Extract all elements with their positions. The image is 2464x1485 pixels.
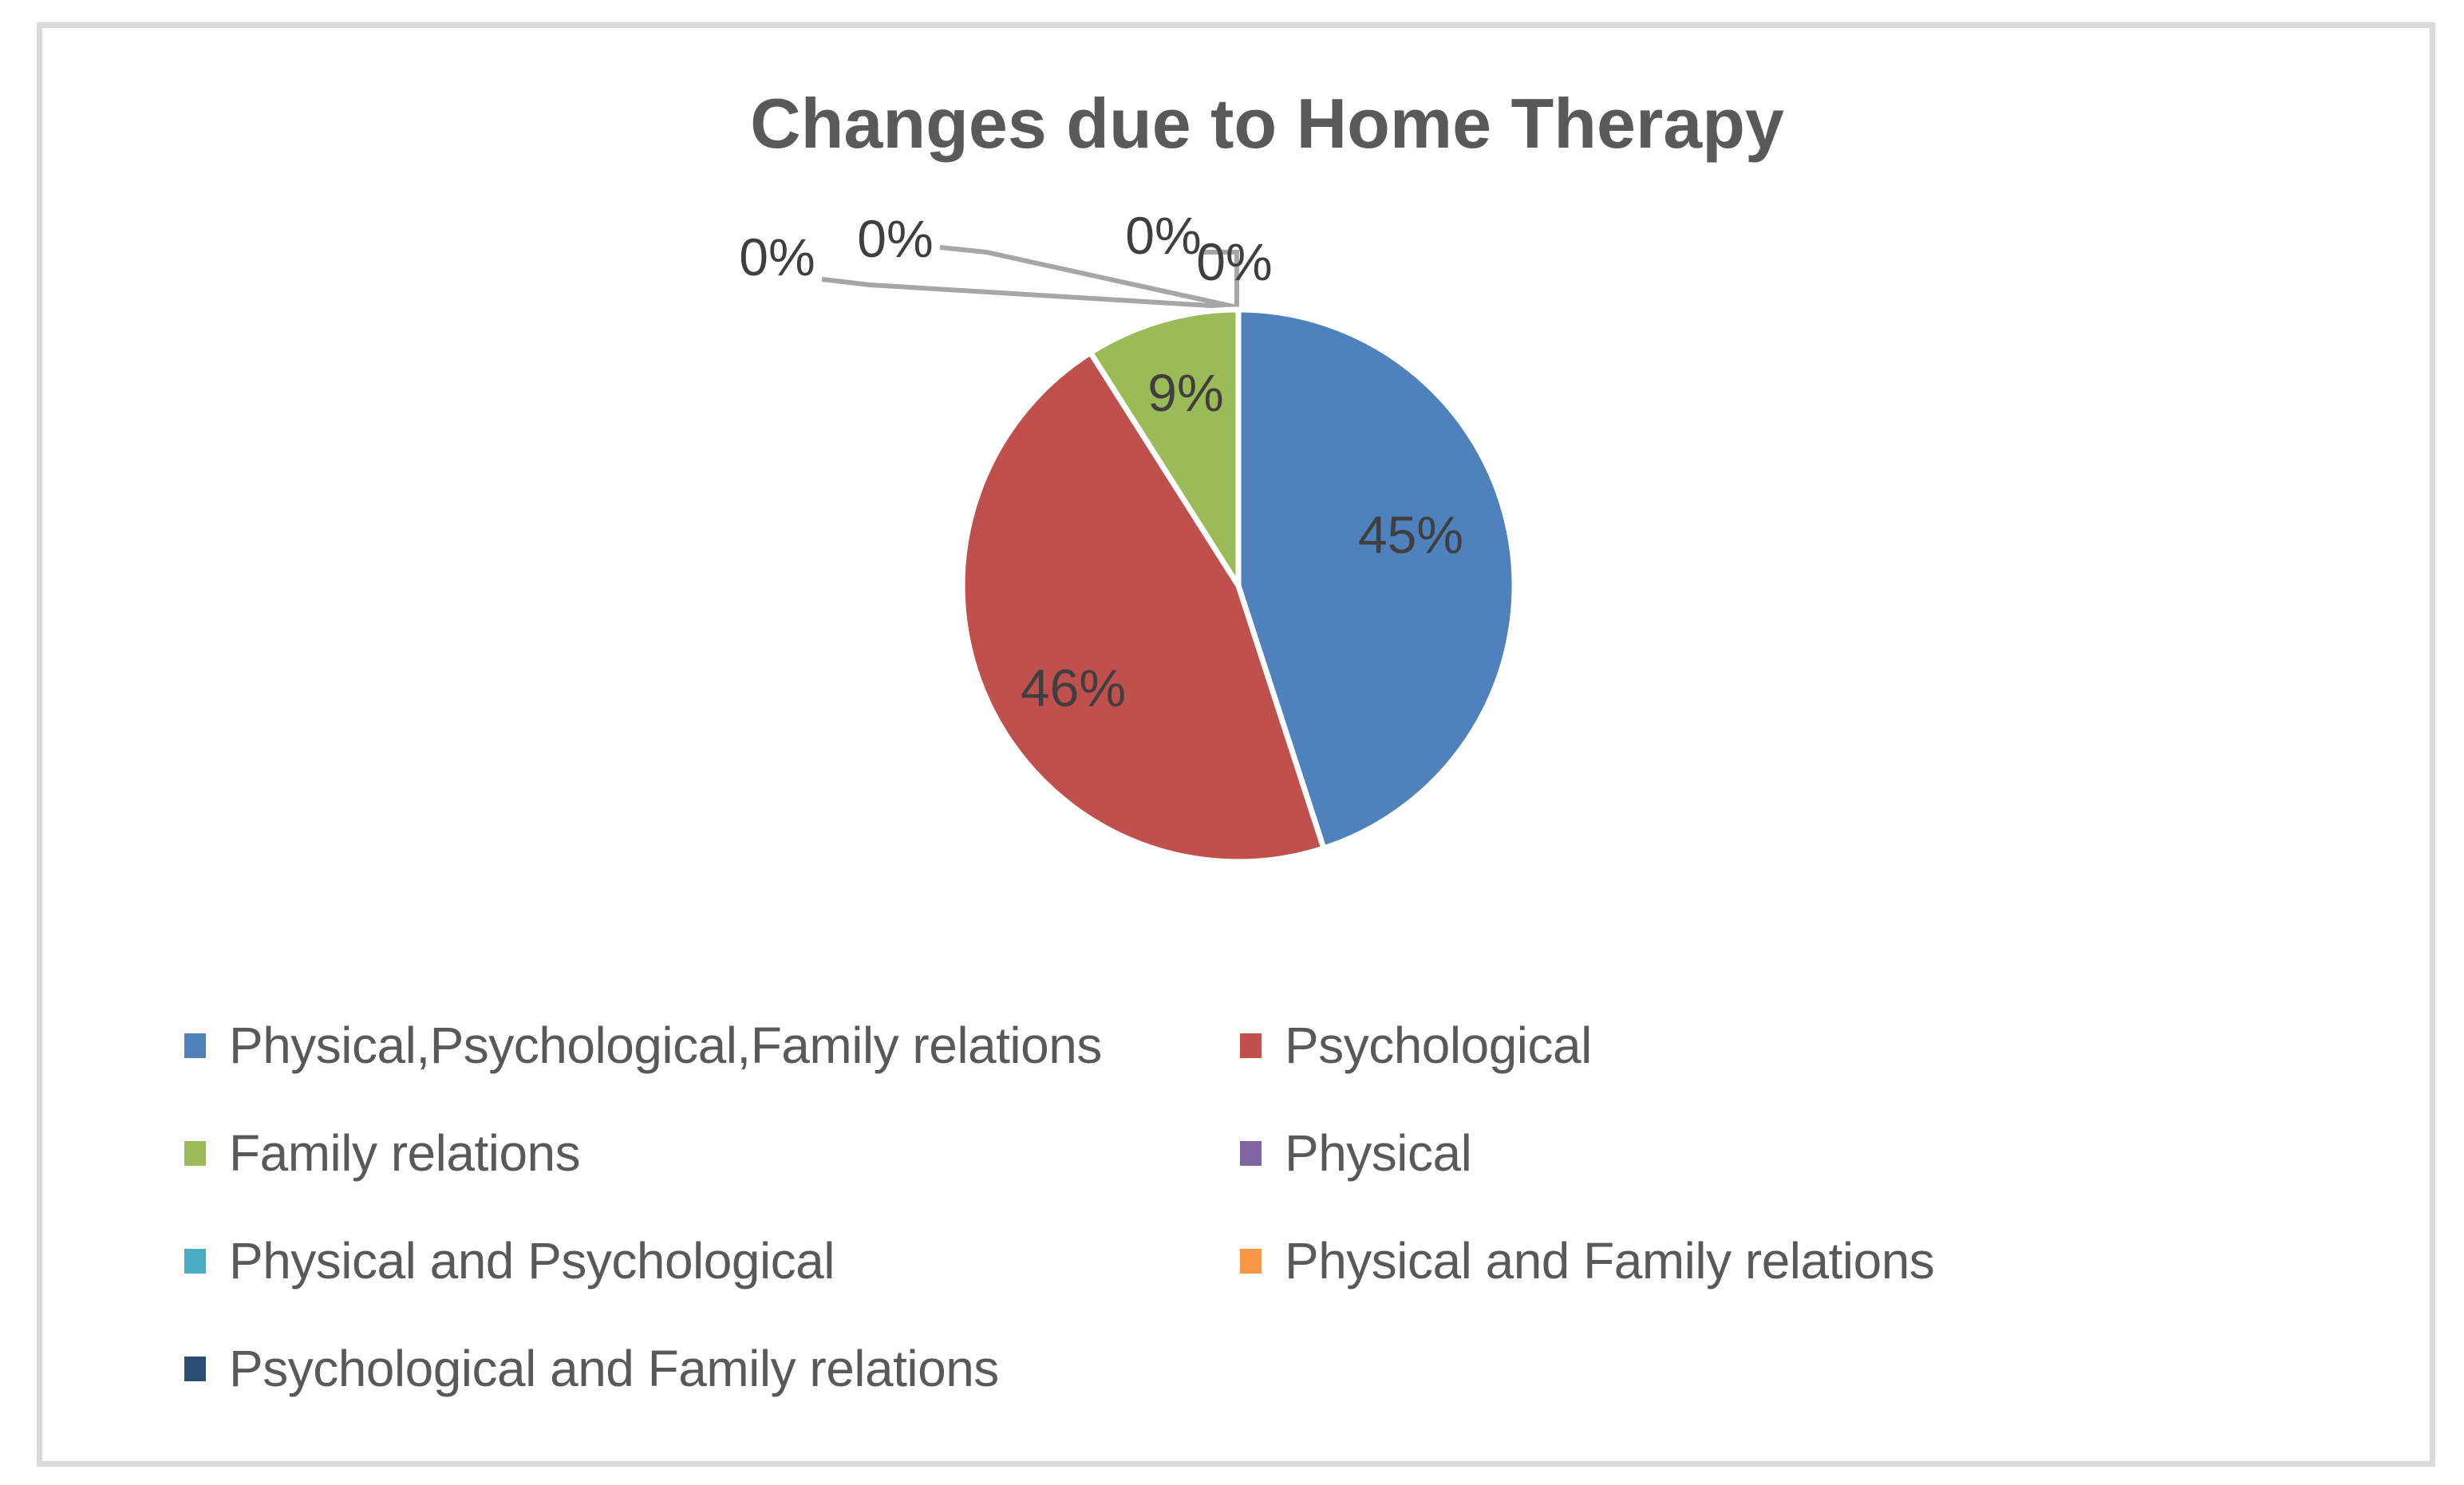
data-label-46: 46% (1020, 658, 1127, 717)
pie-slices-group (959, 306, 1518, 865)
leader-line-1 (821, 277, 1238, 310)
legend-label: Physical and Family relations (1285, 1232, 1935, 1290)
pie-slice-1 (959, 349, 1328, 865)
legend-swatch-purple (1240, 1140, 1262, 1166)
data-label-0-physical: 0% (739, 227, 815, 286)
leader-line-2 (939, 245, 1238, 310)
pie-slice-2 (1086, 306, 1242, 596)
legend-swatch-blue (184, 1033, 206, 1058)
pie-slice-0 (1235, 306, 1518, 852)
legend-item-physical-and-family: Physical and Family relations (1240, 1232, 1935, 1290)
legend-item-psychological-and-family: Psychological and Family relations (184, 1340, 999, 1397)
leader-line-3 (1201, 250, 1239, 307)
data-label-0-physical-family: 0% (1125, 206, 1202, 265)
legend-swatch-navy (184, 1356, 206, 1381)
legend-label: Psychological and Family relations (229, 1340, 999, 1397)
legend-label: Physical (1285, 1124, 1472, 1182)
legend-label: Psychological (1285, 1017, 1592, 1074)
legend-swatch-orange (1240, 1248, 1262, 1274)
legend-label: Physical,Psychological,Family relations (229, 1017, 1102, 1074)
legend-swatch-green (184, 1140, 206, 1166)
legend-label: Physical and Psychological (229, 1232, 835, 1290)
legend-item-physical: Physical (1240, 1124, 1472, 1182)
legend-swatch-teal (184, 1248, 206, 1274)
legend-item-physical-psychological-family: Physical,Psychological,Family relations (184, 1017, 1102, 1074)
legend-item-physical-and-psychological: Physical and Psychological (184, 1232, 835, 1290)
legend-item-family-relations: Family relations (184, 1124, 581, 1182)
data-label-45: 45% (1357, 505, 1464, 564)
legend-label: Family relations (229, 1124, 581, 1182)
data-label-0-physical-psychological: 0% (857, 209, 934, 268)
legend-swatch-red (1240, 1033, 1262, 1058)
legend-item-psychological: Psychological (1240, 1017, 1592, 1074)
chart-title: Changes due to Home Therapy (750, 84, 1784, 163)
data-label-0-psychological-family: 0% (1196, 232, 1273, 291)
data-label-9: 9% (1147, 363, 1224, 422)
